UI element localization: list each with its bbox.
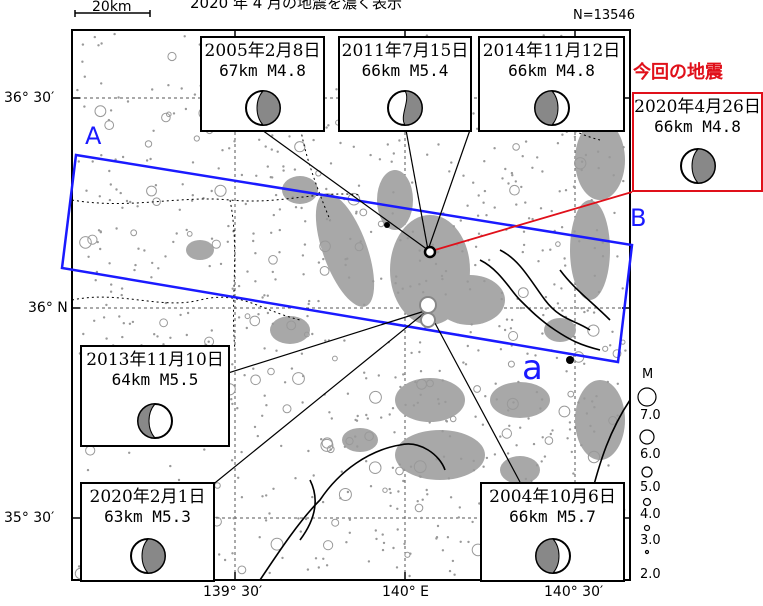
- epicenter-dark: [566, 356, 574, 364]
- event-info: 66km M4.8: [508, 61, 595, 80]
- lat-label-3630: 36° 30′: [4, 90, 55, 106]
- scale-bar: [74, 10, 151, 17]
- event-date: 2020年4月26日: [634, 97, 761, 117]
- focal-mechanism-icon: [387, 90, 423, 126]
- event-date: 2014年11月12日: [482, 41, 621, 61]
- event-box-20050208: 2005年2月8日 67km M4.8: [200, 36, 325, 132]
- current-quake-connector: [427, 191, 633, 253]
- event-date: 2004年10月6日: [489, 487, 616, 507]
- event-box-20041006: 2004年10月6日 66km M5.7: [480, 482, 625, 582]
- event-info: 64km M5.5: [111, 370, 199, 389]
- magnitude-legend: [637, 387, 657, 555]
- section-label-a: a: [522, 348, 543, 388]
- event-box-20110715: 2011年7月15日 66km M5.4: [338, 36, 472, 132]
- focal-mechanism-icon: [534, 538, 571, 574]
- epicenter-2013: [420, 312, 436, 328]
- lon-label-140: 140° E: [382, 584, 430, 600]
- focal-mechanism-icon: [679, 148, 716, 184]
- magnitude-6: 6.0: [640, 447, 661, 462]
- map-title: 2020 年 4 月の地震を濃く表示: [190, 0, 403, 12]
- event-info: 66km M4.8: [654, 117, 741, 136]
- scale-label: 20km: [92, 0, 132, 15]
- seismicity-clusters: [186, 120, 625, 484]
- lon-label-14030: 140° 30′: [544, 584, 604, 600]
- connector-lines: [189, 129, 521, 496]
- epicenter-2004: [419, 296, 437, 314]
- event-info: 67km M4.8: [219, 61, 306, 80]
- magnitude-7: 7.0: [640, 408, 661, 423]
- focal-mechanism-icon: [137, 403, 173, 439]
- lon-label-13930: 139° 30′: [203, 584, 263, 600]
- focal-mechanism-icon: [244, 90, 281, 126]
- lat-label-36: 36° N: [28, 300, 68, 316]
- focal-mechanism-icon: [129, 538, 166, 574]
- focal-mechanism-icon: [533, 90, 570, 126]
- section-label-B: B: [630, 204, 647, 232]
- event-info: 63km M5.3: [104, 507, 191, 526]
- epicenter-current: [423, 245, 437, 259]
- magnitude-5: 5.0: [640, 480, 661, 495]
- event-date: 2020年2月1日: [89, 487, 206, 507]
- magnitude-3: 3.0: [640, 533, 661, 548]
- event-box-20200201: 2020年2月1日 63km M5.3: [80, 482, 215, 582]
- current-quake-label: 今回の地震: [633, 62, 723, 83]
- magnitude-title: M: [642, 367, 654, 382]
- event-date: 2013年11月10日: [86, 350, 224, 370]
- event-box-20141112: 2014年11月12日 66km M4.8: [478, 36, 625, 132]
- event-date: 2011年7月15日: [341, 41, 469, 61]
- event-count: N=13546: [573, 8, 635, 23]
- lat-label-3530: 35° 30′: [4, 510, 55, 526]
- cross-section-rectangle: [60, 153, 634, 364]
- magnitude-2: 2.0: [640, 567, 661, 582]
- event-box-20131110: 2013年11月10日 64km M5.5: [80, 345, 230, 447]
- event-info: 66km M5.4: [361, 61, 449, 80]
- magnitude-4: 4.0: [640, 507, 661, 522]
- event-box-20200426: 2020年4月26日 66km M4.8: [632, 92, 763, 192]
- event-date: 2005年2月8日: [204, 41, 321, 61]
- event-info: 66km M5.7: [509, 507, 596, 526]
- section-label-A: A: [85, 122, 102, 150]
